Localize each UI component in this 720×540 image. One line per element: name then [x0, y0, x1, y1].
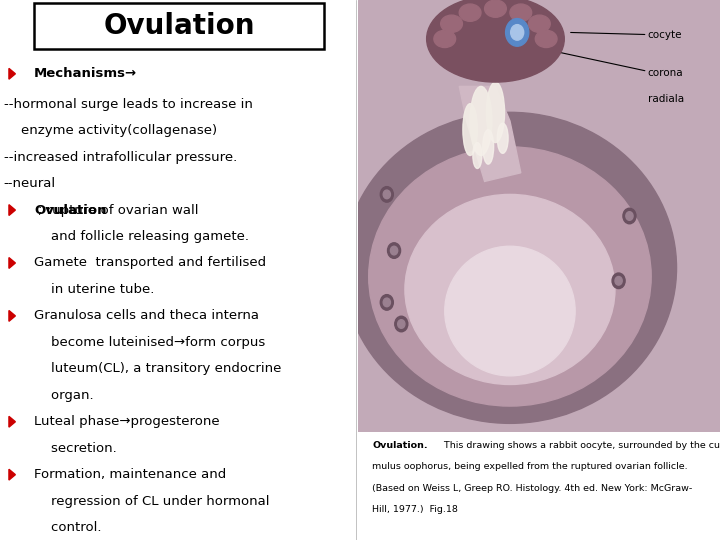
Text: enzyme activity(collagenase): enzyme activity(collagenase): [4, 124, 217, 137]
Polygon shape: [9, 205, 15, 215]
Text: Ovulation.: Ovulation.: [372, 441, 428, 450]
Circle shape: [380, 187, 393, 202]
Text: regression of CL under hormonal: regression of CL under hormonal: [34, 495, 269, 508]
Polygon shape: [9, 416, 15, 427]
Ellipse shape: [528, 15, 550, 32]
Circle shape: [505, 18, 528, 46]
Ellipse shape: [473, 143, 482, 168]
Ellipse shape: [483, 130, 494, 164]
Ellipse shape: [343, 112, 677, 423]
Ellipse shape: [470, 86, 492, 156]
Text: mulus oophorus, being expelled from the ruptured ovarian follicle.: mulus oophorus, being expelled from the …: [372, 462, 688, 471]
Text: organ.: organ.: [34, 389, 94, 402]
Ellipse shape: [427, 0, 564, 82]
Text: Gamete  transported and fertilised: Gamete transported and fertilised: [34, 256, 266, 269]
Circle shape: [390, 246, 397, 255]
Ellipse shape: [445, 246, 575, 376]
Text: Granulosa cells and theca interna: Granulosa cells and theca interna: [34, 309, 259, 322]
Text: This drawing shows a rabbit oocyte, surrounded by the cu-: This drawing shows a rabbit oocyte, surr…: [441, 441, 720, 450]
Text: Hill, 1977.)  Fig.18: Hill, 1977.) Fig.18: [372, 505, 458, 515]
Text: control.: control.: [34, 521, 102, 534]
Circle shape: [397, 320, 405, 328]
Text: --hormonal surge leads to increase in: --hormonal surge leads to increase in: [4, 98, 253, 111]
Circle shape: [612, 273, 625, 288]
Text: Ovulation: Ovulation: [103, 12, 255, 39]
Circle shape: [380, 295, 393, 310]
Text: (Based on Weiss L, Greep RO. Histology. 4th ed. New York: McGraw-: (Based on Weiss L, Greep RO. Histology. …: [372, 484, 693, 493]
Polygon shape: [459, 86, 521, 181]
FancyBboxPatch shape: [34, 3, 324, 49]
Circle shape: [623, 208, 636, 224]
Ellipse shape: [510, 4, 531, 22]
Polygon shape: [9, 310, 15, 321]
Text: ; rupture of ovarian wall: ; rupture of ovarian wall: [37, 204, 198, 217]
Circle shape: [383, 190, 390, 199]
Ellipse shape: [498, 123, 508, 153]
Ellipse shape: [369, 147, 651, 406]
Circle shape: [383, 298, 390, 307]
Text: --neural: --neural: [4, 177, 55, 190]
Text: Ovulation: Ovulation: [34, 204, 107, 217]
Text: in uterine tube.: in uterine tube.: [34, 283, 154, 296]
Ellipse shape: [441, 15, 462, 32]
Text: become luteinised→form corpus: become luteinised→form corpus: [34, 336, 265, 349]
Ellipse shape: [485, 0, 506, 17]
Text: Mechanisms→: Mechanisms→: [34, 68, 137, 80]
Circle shape: [510, 25, 523, 40]
Text: secretion.: secretion.: [34, 442, 117, 455]
Ellipse shape: [405, 194, 615, 384]
Text: corona: corona: [647, 69, 683, 78]
Polygon shape: [9, 69, 15, 79]
Circle shape: [615, 276, 622, 285]
Circle shape: [395, 316, 408, 332]
Text: cocyte: cocyte: [647, 30, 682, 39]
Polygon shape: [9, 469, 15, 480]
Text: luteum(CL), a transitory endocrine: luteum(CL), a transitory endocrine: [34, 362, 282, 375]
Ellipse shape: [434, 30, 456, 48]
Ellipse shape: [535, 30, 557, 48]
Circle shape: [387, 243, 400, 258]
Text: Luteal phase→progesterone: Luteal phase→progesterone: [34, 415, 220, 428]
Text: radiala: radiala: [647, 94, 684, 104]
Polygon shape: [9, 258, 15, 268]
Ellipse shape: [463, 104, 477, 156]
Circle shape: [626, 212, 633, 220]
Text: and follicle releasing gamete.: and follicle releasing gamete.: [34, 230, 249, 243]
Ellipse shape: [487, 82, 505, 143]
Text: --increased intrafollicular pressure.: --increased intrafollicular pressure.: [4, 151, 237, 164]
Text: Formation, maintenance and: Formation, maintenance and: [34, 468, 226, 481]
Ellipse shape: [459, 4, 481, 22]
